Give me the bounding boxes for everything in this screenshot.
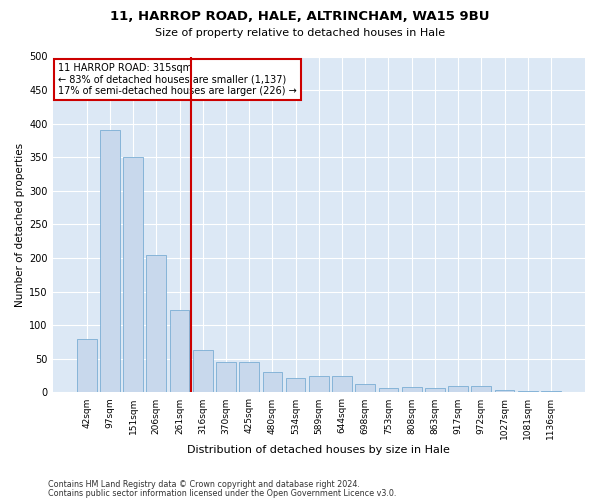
Bar [170, 310, 190, 392]
Bar [123, 158, 143, 392]
Y-axis label: Number of detached properties: Number of detached properties [15, 142, 25, 306]
Bar [355, 384, 375, 392]
X-axis label: Distribution of detached houses by size in Hale: Distribution of detached houses by size … [187, 445, 450, 455]
Bar [332, 376, 352, 392]
Bar [494, 390, 514, 392]
Text: 11, HARROP ROAD, HALE, ALTRINCHAM, WA15 9BU: 11, HARROP ROAD, HALE, ALTRINCHAM, WA15 … [110, 10, 490, 23]
Bar [286, 378, 305, 392]
Bar [239, 362, 259, 392]
Bar [263, 372, 282, 392]
Bar [448, 386, 468, 392]
Bar [379, 388, 398, 392]
Bar [146, 254, 166, 392]
Text: Size of property relative to detached houses in Hale: Size of property relative to detached ho… [155, 28, 445, 38]
Bar [193, 350, 212, 393]
Bar [309, 376, 329, 392]
Bar [216, 362, 236, 392]
Bar [518, 391, 538, 392]
Bar [472, 386, 491, 392]
Text: Contains HM Land Registry data © Crown copyright and database right 2024.: Contains HM Land Registry data © Crown c… [48, 480, 360, 489]
Bar [100, 130, 120, 392]
Bar [77, 338, 97, 392]
Text: 11 HARROP ROAD: 315sqm
← 83% of detached houses are smaller (1,137)
17% of semi-: 11 HARROP ROAD: 315sqm ← 83% of detached… [58, 63, 297, 96]
Bar [425, 388, 445, 392]
Bar [402, 387, 422, 392]
Text: Contains public sector information licensed under the Open Government Licence v3: Contains public sector information licen… [48, 488, 397, 498]
Bar [541, 391, 561, 392]
